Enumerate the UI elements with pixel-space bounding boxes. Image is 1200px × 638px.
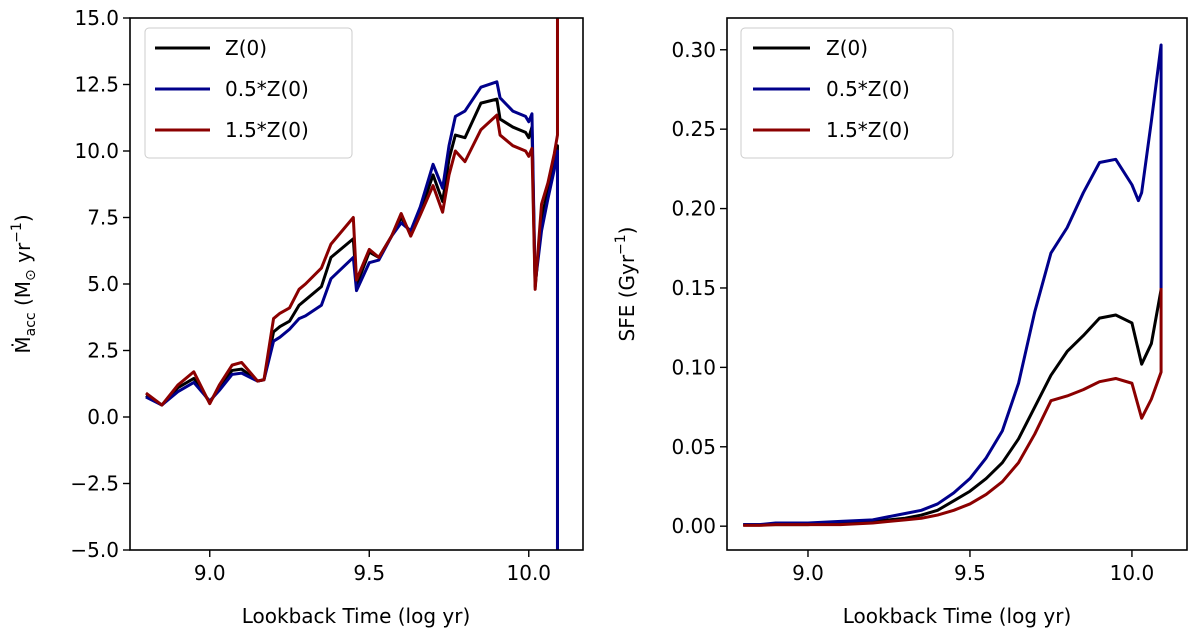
right-y-tick-label: 0.15 xyxy=(671,276,716,300)
left-y-axis-label: Ṁacc (M⊙ yr−1) xyxy=(9,214,39,353)
right-x-tick-label: 9.0 xyxy=(792,561,824,585)
left-y-label-sun: ⊙ xyxy=(23,269,39,281)
left-legend-box xyxy=(144,27,353,159)
right-series-line-2 xyxy=(743,287,1163,527)
right-plot-frame xyxy=(726,17,1188,551)
left-x-ticks: 9.0 9.5 10.0 xyxy=(194,550,551,585)
left-series-line-2 xyxy=(145,18,559,407)
left-y-tick-label: −5.0 xyxy=(70,538,119,562)
left-y-tick-label: 2.5 xyxy=(87,339,119,363)
right-y-tick-label: 0.10 xyxy=(671,355,716,379)
right-legend-label-2: 1.5*Z(0) xyxy=(826,118,910,142)
right-series-line-0 xyxy=(743,289,1163,527)
right-plot-lines xyxy=(743,43,1163,527)
left-y-label-rest: (M xyxy=(11,281,35,312)
right-y-axis-label: SFE (Gyr−1) xyxy=(613,226,639,341)
right-legend-box xyxy=(740,27,954,159)
right-series-line-1 xyxy=(743,43,1163,527)
left-legend-label-1: 0.5*Z(0) xyxy=(225,77,309,101)
left-y-tick-label: 12.5 xyxy=(74,73,119,97)
left-x-axis-label: Lookback Time (log yr) xyxy=(242,604,471,628)
left-legend-label-0: Z(0) xyxy=(225,36,267,60)
right-chart-panel: 9.0 9.5 10.0 0.000.050.100.150.200.250.30 … xyxy=(613,17,1188,628)
left-y-tick-label: −2.5 xyxy=(70,472,119,496)
right-x-ticks: 9.0 9.5 10.0 xyxy=(792,550,1154,585)
left-chart-panel: 9.0 9.5 10.0 −5.0 −2.5 0.0 2.5 5.0 7.5 10.0 12.5 1… xyxy=(9,6,584,628)
right-legend-label-0: Z(0) xyxy=(826,36,868,60)
left-x-tick-label: 10.0 xyxy=(507,561,552,585)
left-y-tick-label: 10.0 xyxy=(74,139,119,163)
left-legend-label-2: 1.5*Z(0) xyxy=(225,118,309,142)
right-y-tick-label: 0.20 xyxy=(671,197,716,221)
right-y-tick-label: 0.00 xyxy=(671,514,716,538)
left-y-tick-label: 5.0 xyxy=(87,272,119,296)
right-x-tick-label: 9.5 xyxy=(954,561,986,585)
right-y-tick-label: 0.25 xyxy=(671,117,716,141)
left-y-label-unit: yr xyxy=(11,242,35,269)
left-y-ticks: −5.0 −2.5 0.0 2.5 5.0 7.5 10.0 12.5 15.0 xyxy=(70,6,130,562)
left-x-tick-label: 9.5 xyxy=(353,561,385,585)
right-y-label-main: SFE (Gyr xyxy=(615,254,639,341)
right-y-ticks: 0.00 0.05 0.10 0.15 0.20 0.25 0.30 xyxy=(671,38,727,538)
right-legend: Z(0) 0.5*Z(0) 1.5*Z(0) xyxy=(740,27,954,159)
right-x-axis-label: Lookback Time (log yr) xyxy=(843,604,1072,628)
left-x-tick-label: 9.0 xyxy=(194,561,226,585)
right-y-tick-label: 0.30 xyxy=(671,38,716,62)
left-plot-lines xyxy=(145,18,559,550)
left-y-tick-label: 15.0 xyxy=(74,6,119,30)
left-y-label-sub: acc xyxy=(23,312,39,336)
left-legend: Z(0) 0.5*Z(0) 1.5*Z(0) xyxy=(144,27,353,159)
right-y-tick-label: 0.05 xyxy=(671,435,716,459)
left-y-label-sup: −1 xyxy=(9,222,25,243)
right-y-label-close: ) xyxy=(615,226,639,234)
right-legend-label-1: 0.5*Z(0) xyxy=(826,77,910,101)
right-x-tick-label: 10.0 xyxy=(1110,561,1155,585)
left-y-tick-label: 7.5 xyxy=(87,206,119,230)
left-y-label-main: Ṁ xyxy=(11,336,35,353)
left-series-line-0 xyxy=(145,97,559,550)
left-y-tick-label: 0.0 xyxy=(87,405,119,429)
right-y-label-sup: −1 xyxy=(613,234,629,255)
left-y-label-close: ) xyxy=(11,214,35,222)
